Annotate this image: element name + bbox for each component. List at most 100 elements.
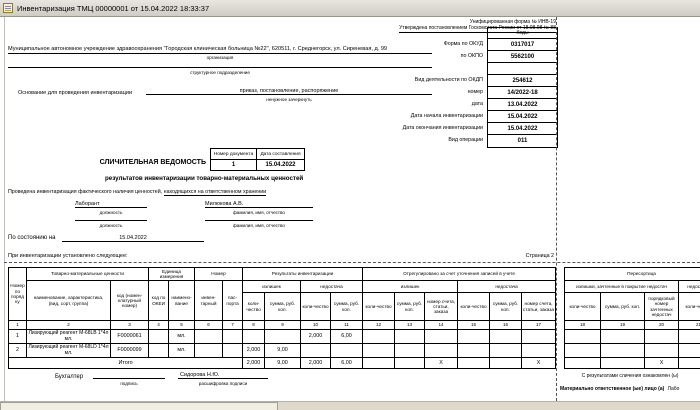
colnum: 12 — [362, 320, 396, 330]
header-adjusted-surplus: излишек — [362, 280, 459, 293]
cell-shortage-qty: 2,000 — [300, 329, 332, 344]
colnum: 2 — [26, 320, 111, 330]
cell-adj-shortage-sum — [489, 343, 523, 358]
cell-passport — [222, 329, 244, 344]
horizontal-scrollbar-thumb[interactable] — [0, 402, 278, 410]
basis-value: приказ, постановление, распоряжение — [239, 88, 339, 94]
cell-surplus-sum: 9,00 — [264, 343, 302, 358]
name-caption: фамилия, имя, отчество — [233, 210, 285, 215]
conducted-prefix: Проведена инвентаризация фактического на… — [8, 189, 163, 195]
conducted-line: Проведена инвентаризация фактического на… — [8, 189, 267, 196]
label-basis-date: дата — [471, 101, 483, 107]
total-adj-surplus-qty — [362, 357, 396, 369]
code-division — [488, 63, 557, 75]
document-subtitle: результатов инвентаризации товарно-матер… — [105, 175, 304, 182]
total-adj-shortage-sum — [489, 357, 523, 369]
mol-row: Материально ответственное (ые) лицо (а) … — [560, 386, 700, 392]
label-okud: Форма по ОКУД — [443, 41, 483, 47]
division-line — [8, 59, 432, 68]
as-of-date: 15.04.2022 — [119, 235, 147, 241]
sign-caption: подпись — [120, 381, 138, 386]
label-start-date: Дата начала инвентаризации — [410, 113, 483, 119]
header-sum-11: сумма, руб. коп. — [330, 292, 364, 321]
colnum: 14 — [424, 320, 459, 330]
cell-item-code: F0000061 — [109, 329, 150, 344]
responsible-name: Милюкова А.В. — [205, 201, 244, 207]
window-titlebar[interactable]: Инвентаризация ТМЦ 00000001 от 15.04.202… — [0, 0, 700, 17]
cell-adj-shortage-sum — [489, 329, 523, 344]
header-code: код (номен-клатурный номер) — [109, 280, 150, 321]
header-results-surplus: излишек — [242, 280, 302, 293]
code-okpo: 5562100 — [488, 51, 557, 63]
cell-adj-surplus-qty — [362, 329, 396, 344]
cell-adj-shortage-account — [521, 329, 557, 344]
responsible-name-line: Милюкова А.В. — [205, 199, 313, 208]
horizontal-scrollbar[interactable] — [0, 401, 700, 410]
inventory-document-icon — [3, 3, 13, 13]
as-of-label: По состоянию на — [8, 235, 56, 241]
peresort-surplus-header: излишки, зачтенные в покрытие недостач — [564, 280, 679, 293]
total-surplus-qty: 2,000 — [242, 357, 266, 369]
header-qty-8: коли-чество — [242, 292, 266, 321]
peresort-cell — [564, 343, 601, 358]
cell-passport — [222, 343, 244, 358]
doc-number-header: Номер документа — [210, 148, 257, 160]
colnum: 1 — [8, 320, 27, 330]
peresort-total-order: X — [644, 357, 679, 369]
header-group-results: Результаты инвентаризации — [242, 267, 364, 281]
peresort-table: Пересортица излишки, зачтенные в покрыти… — [563, 267, 700, 369]
header-group-unit: Единица измерения — [148, 267, 196, 281]
statement-line: При инвентаризации установлено следующее… — [8, 253, 128, 259]
organization-name: Муниципальное автономное учреждение здра… — [8, 46, 388, 52]
colnum: 11 — [330, 320, 364, 330]
peresort-cell — [644, 329, 679, 344]
document-title: СЛИЧИТЕЛЬНАЯ ВЕДОМОСТЬ — [99, 159, 206, 166]
peresort-total-qty-2 — [677, 357, 700, 369]
colnum: 20 — [644, 320, 679, 330]
label-end-date: Дата окончания инвентаризации — [402, 125, 483, 131]
cell-shortage-sum — [330, 343, 364, 358]
colnum: 8 — [242, 320, 266, 330]
peresort-total-sum — [600, 357, 645, 369]
code-basis-date: 13.04.2022 — [488, 99, 557, 111]
header-sum-9: сумма, руб. коп. — [264, 292, 302, 321]
cell-unit: мл. — [168, 343, 196, 358]
decode-caption: расшифровка подписи — [198, 381, 248, 386]
header-qty-10: коли-чество — [300, 292, 332, 321]
name-caption-2: фамилия, имя, отчество — [233, 223, 285, 228]
conducted-underlined: находящихся на ответственном хранении — [163, 189, 267, 196]
cell-okei — [148, 343, 170, 358]
cell-adj-shortage-qty — [457, 329, 491, 344]
code-start-date: 15.04.2022 — [488, 111, 557, 123]
cell-inventory — [194, 343, 224, 358]
cell-adj-surplus-sum — [394, 329, 426, 344]
header-qty-15: коли-чество — [457, 292, 491, 321]
total-surplus-sum: 9,00 — [264, 357, 302, 369]
comparison-table: Номер по порядку Товарно-материальные це… — [7, 267, 557, 369]
accountant-name-line: Сидорова Н.Ю. — [178, 370, 268, 379]
as-of-line: 15.04.2022 — [62, 233, 204, 242]
acquainted-text: С результатами сличения ознакомлен (ы) — [581, 373, 679, 379]
header-qty-12: коли-чество — [362, 292, 396, 321]
cell-surplus-qty: 2,000 — [242, 343, 266, 358]
colnum: 3 — [109, 320, 150, 330]
header-row-number: Номер по порядку — [8, 267, 27, 321]
accountant-sign-line — [93, 370, 165, 379]
codes-header: Коды — [488, 28, 557, 39]
header-sum-16: сумма, руб. коп. — [489, 292, 523, 321]
colnum: 10 — [300, 320, 332, 330]
cell-unit: мл. — [168, 329, 196, 344]
cell-row-number: 1 — [8, 329, 27, 344]
peresort-title: Пересортица — [563, 267, 700, 281]
accountant-name: Сидорова Н.Ю. — [180, 372, 220, 378]
header-group-tmc: Товарно-материальные ценности — [25, 267, 150, 281]
cell-surplus-qty — [242, 329, 266, 344]
position-caption-2: должность — [99, 223, 123, 228]
basis-label: Основание для проведения инвентаризации — [18, 90, 133, 96]
header-unit-name: наимено-вание — [168, 280, 196, 321]
header-group-number: Номер — [194, 267, 244, 281]
total-label: Итого — [7, 357, 244, 369]
total-shortage-sum: 6,00 — [330, 357, 364, 369]
cell-item-name: Лизирующий реагент M-68LB 1*4л мл. — [26, 329, 111, 344]
peresort-cell — [600, 329, 645, 344]
